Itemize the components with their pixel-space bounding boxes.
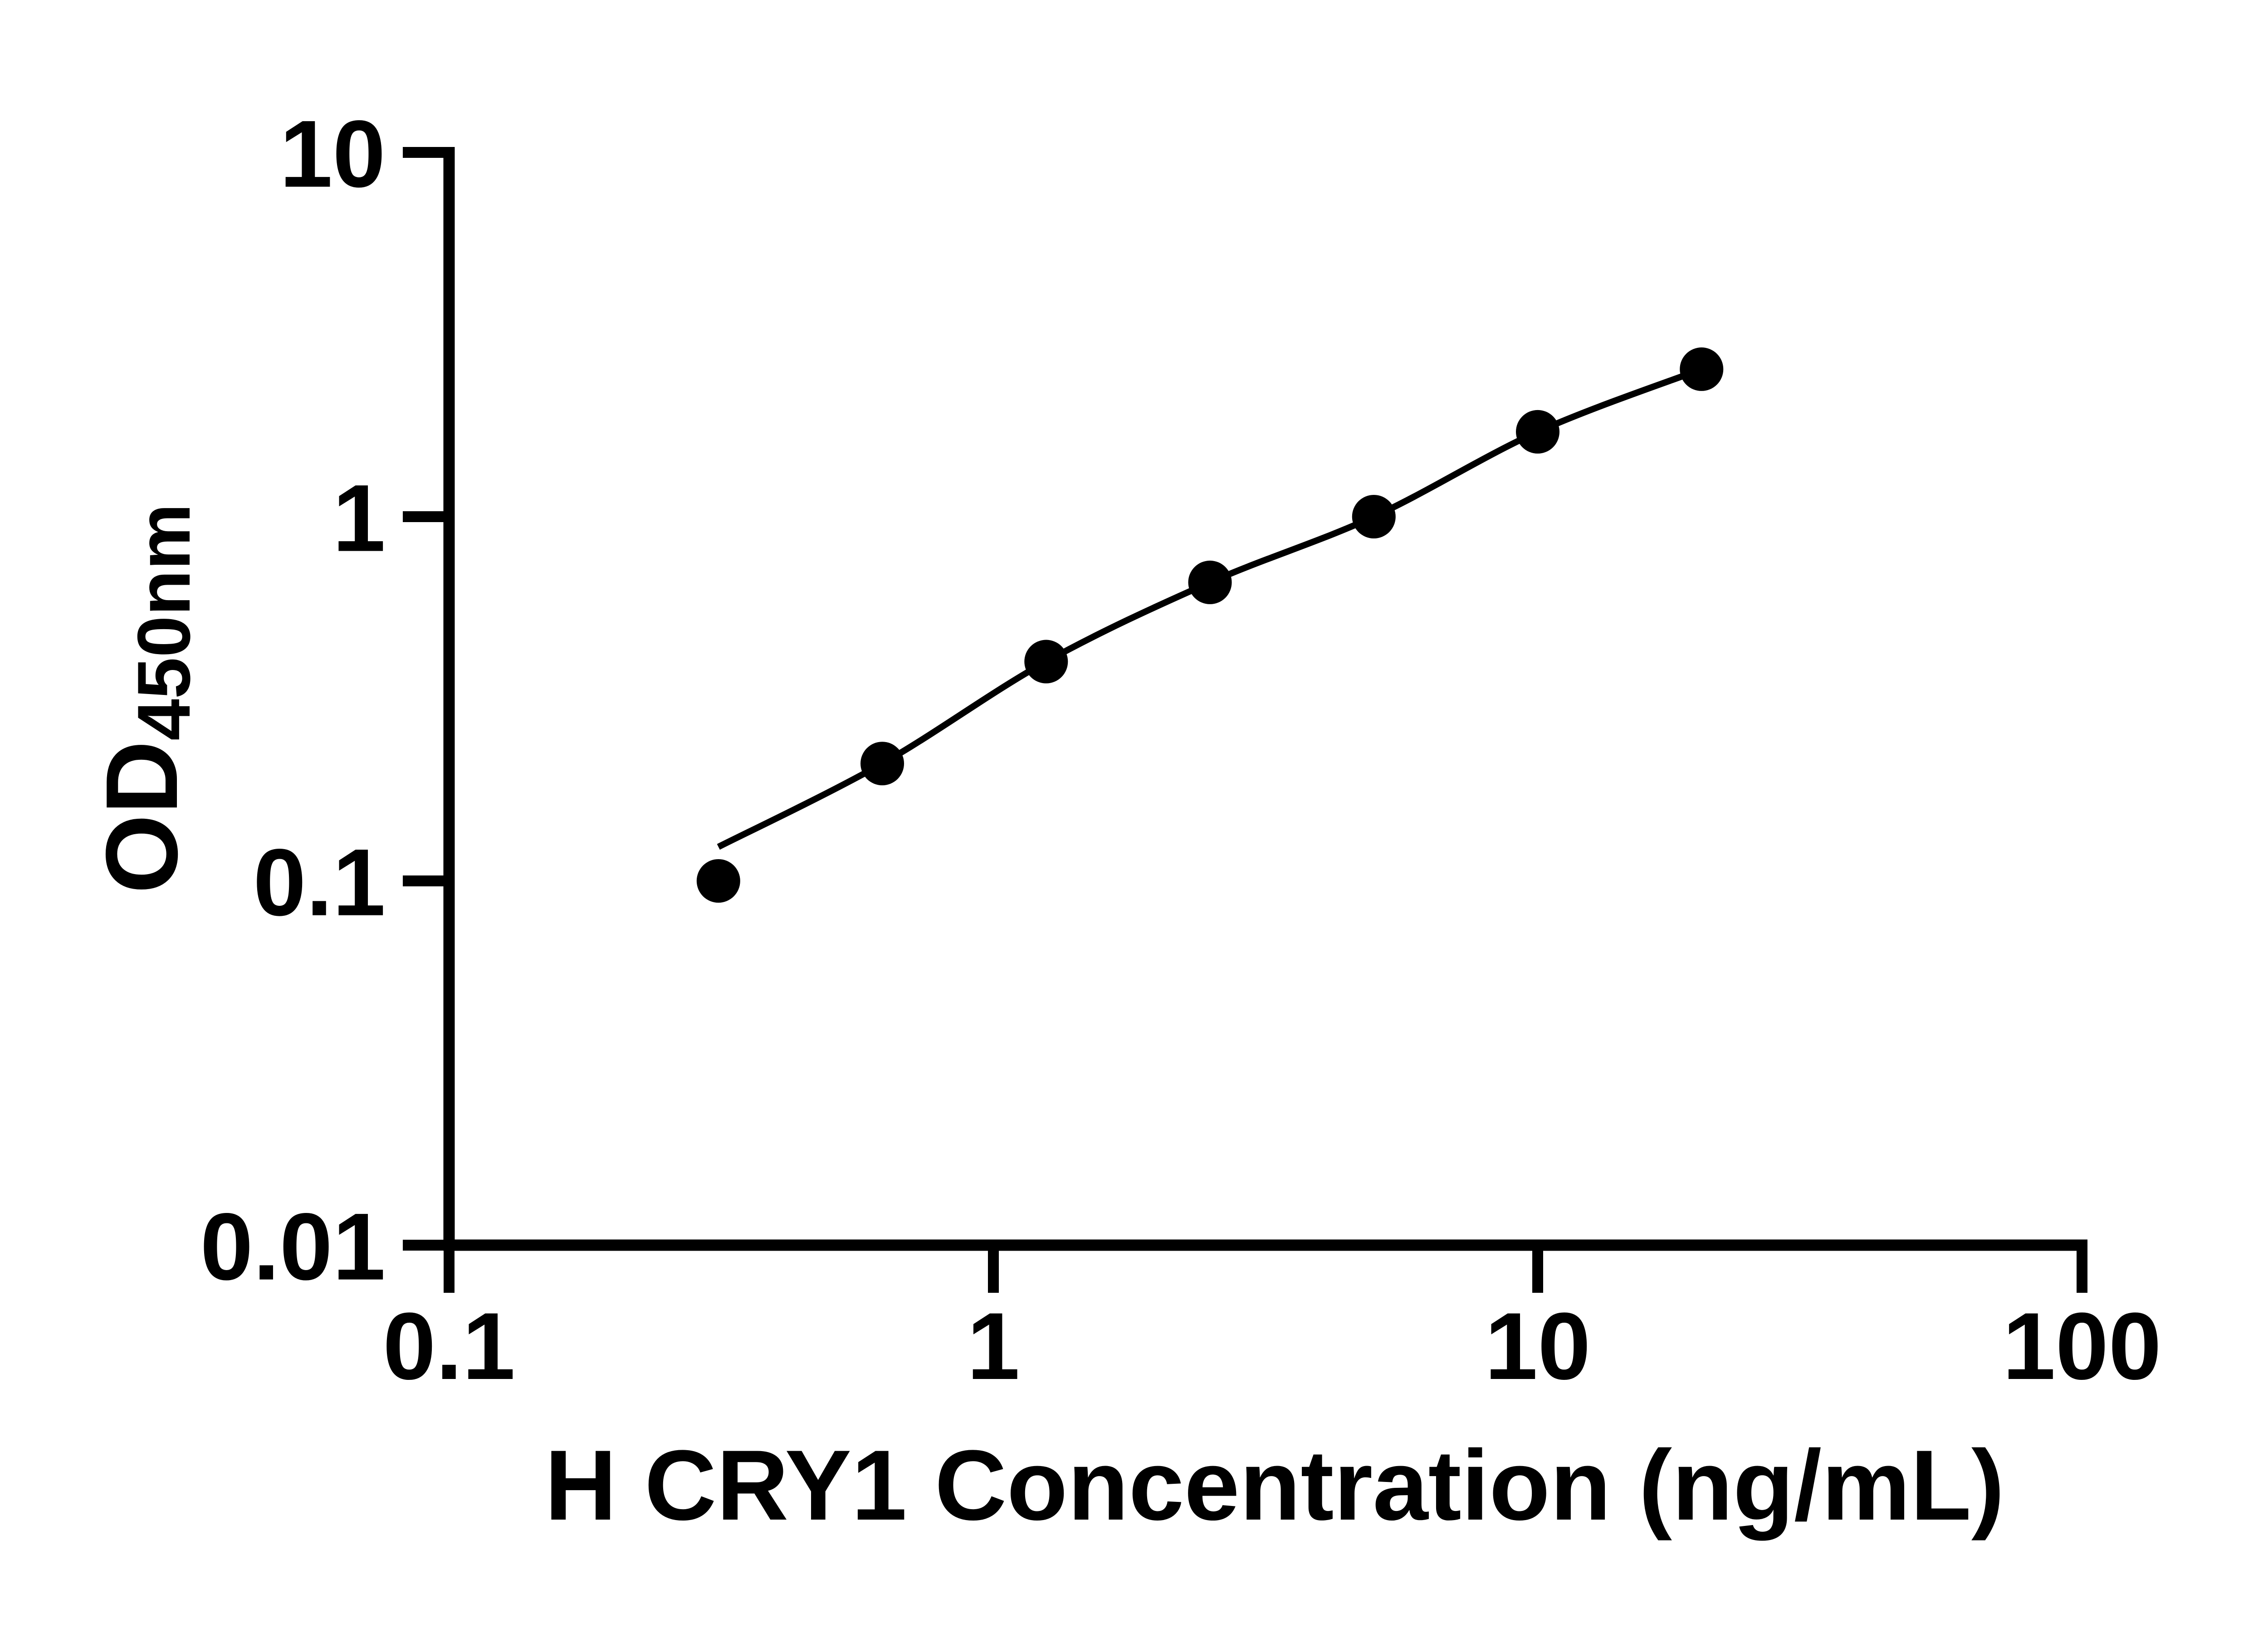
- x-axis-tick-labels: 0.1 1 10 100: [383, 1293, 2161, 1399]
- y-axis-title-subscript: 450nm: [122, 504, 205, 741]
- x-tick-label: 10: [1485, 1293, 1591, 1399]
- data-point: [1516, 410, 1559, 454]
- x-tick-label: 0.1: [383, 1293, 515, 1399]
- y-axis-title: OD450nm: [84, 504, 205, 894]
- x-tick-label: 100: [2003, 1293, 2161, 1399]
- data-point: [1024, 640, 1068, 684]
- y-tick-label: 1: [332, 465, 386, 572]
- x-tick-label: 1: [967, 1293, 1020, 1399]
- axes: [403, 147, 2087, 1293]
- y-tick-label: 0.01: [200, 1193, 386, 1300]
- data-point: [696, 859, 740, 903]
- data-points: [696, 347, 1724, 903]
- data-point: [1680, 347, 1724, 391]
- x-axis-title: H CRY1 Concentration (ng/mL): [545, 1429, 2004, 1541]
- y-axis-title-main: OD: [84, 741, 199, 894]
- data-point: [1188, 560, 1232, 604]
- y-tick-label: 0.1: [253, 829, 386, 936]
- data-point: [860, 742, 904, 786]
- y-axis-tick-labels: 10 1 0.1 0.01: [200, 101, 386, 1300]
- data-point: [1352, 495, 1396, 538]
- y-tick-label: 10: [279, 101, 386, 207]
